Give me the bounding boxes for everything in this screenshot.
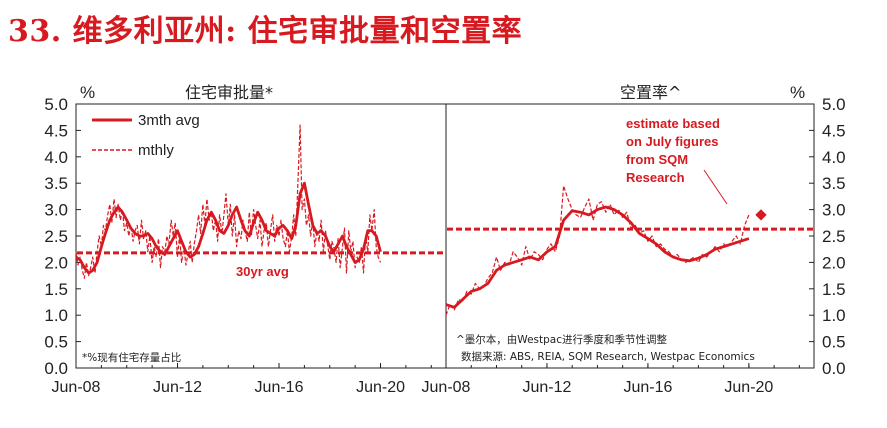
y-tick-label: 5.0 xyxy=(44,95,68,114)
avg-line-label: 30yr avg xyxy=(236,264,289,279)
series-3mth-avg-line xyxy=(75,181,382,275)
y-tick-label: 4.0 xyxy=(44,148,68,167)
page-title: 33. 维多利亚州: 住宅审批量和空置率 xyxy=(8,14,523,49)
x-tick-label: Jun-12 xyxy=(522,379,571,396)
left-panel-title: 住宅审批量* xyxy=(185,83,273,102)
y-tick-label: 3.0 xyxy=(822,201,846,220)
y-tick-label: 0.0 xyxy=(822,359,846,378)
y-tick-label: 3.5 xyxy=(822,174,846,193)
x-tick-label: Jun-20 xyxy=(356,379,405,396)
y-tick-label: 2.0 xyxy=(822,253,846,272)
x-tick-label: Jun-08 xyxy=(52,379,101,396)
y-tick-label: 3.5 xyxy=(44,174,68,193)
y-tick-label: 4.0 xyxy=(822,148,846,167)
y-tick-label: 1.0 xyxy=(44,306,68,325)
x-tick-label: Jun-08 xyxy=(422,379,471,396)
right-panel-title: 空置率^ xyxy=(620,83,681,102)
legend-label-3mth: 3mth avg xyxy=(138,112,200,129)
x-tick-label: Jun-12 xyxy=(153,379,202,396)
series-mthly-line xyxy=(445,185,750,316)
right-note-1: ^墨尔本，由Westpac进行季度和季节性调整 xyxy=(456,333,667,346)
y-tick-label: 2.5 xyxy=(44,227,68,246)
series-mthly-line xyxy=(75,124,382,279)
y-tick-label: 4.5 xyxy=(44,121,68,140)
estimate-annotation-leader xyxy=(703,169,728,205)
y-tick-label: 5.0 xyxy=(822,95,846,114)
series-3mth-avg-line xyxy=(445,205,750,309)
y-tick-label: 1.5 xyxy=(822,280,846,299)
y-tick-label: 0.0 xyxy=(44,359,68,378)
estimate-annotation-line-2: on July figures xyxy=(626,134,718,149)
right-note-2: 数据来源: ABS, REIA, SQM Research, Westpac E… xyxy=(461,350,755,363)
estimate-point xyxy=(755,209,767,221)
y-tick-label: 0.5 xyxy=(44,333,68,352)
y-tick-label: 2.0 xyxy=(44,253,68,272)
left-unit-label: % xyxy=(80,83,95,102)
estimate-annotation-line-1: estimate based xyxy=(626,116,720,131)
x-tick-label: Jun-16 xyxy=(255,379,304,396)
legend-label-mthly: mthly xyxy=(138,142,174,159)
y-tick-label: 4.5 xyxy=(822,121,846,140)
y-tick-label: 2.5 xyxy=(822,227,846,246)
y-tick-label: 1.0 xyxy=(822,306,846,325)
left-note: *%现有住宅存量占比 xyxy=(82,351,181,364)
estimate-annotation-line-3: from SQM xyxy=(626,152,688,167)
left-panel-frame xyxy=(75,103,447,369)
x-tick-label: Jun-16 xyxy=(623,379,672,396)
right-unit-label: % xyxy=(790,83,805,102)
estimate-annotation-line-4: Research xyxy=(626,170,685,185)
y-tick-label: 0.5 xyxy=(822,333,846,352)
y-tick-label: 1.5 xyxy=(44,280,68,299)
y-tick-label: 3.0 xyxy=(44,201,68,220)
x-tick-label: Jun-20 xyxy=(724,379,773,396)
